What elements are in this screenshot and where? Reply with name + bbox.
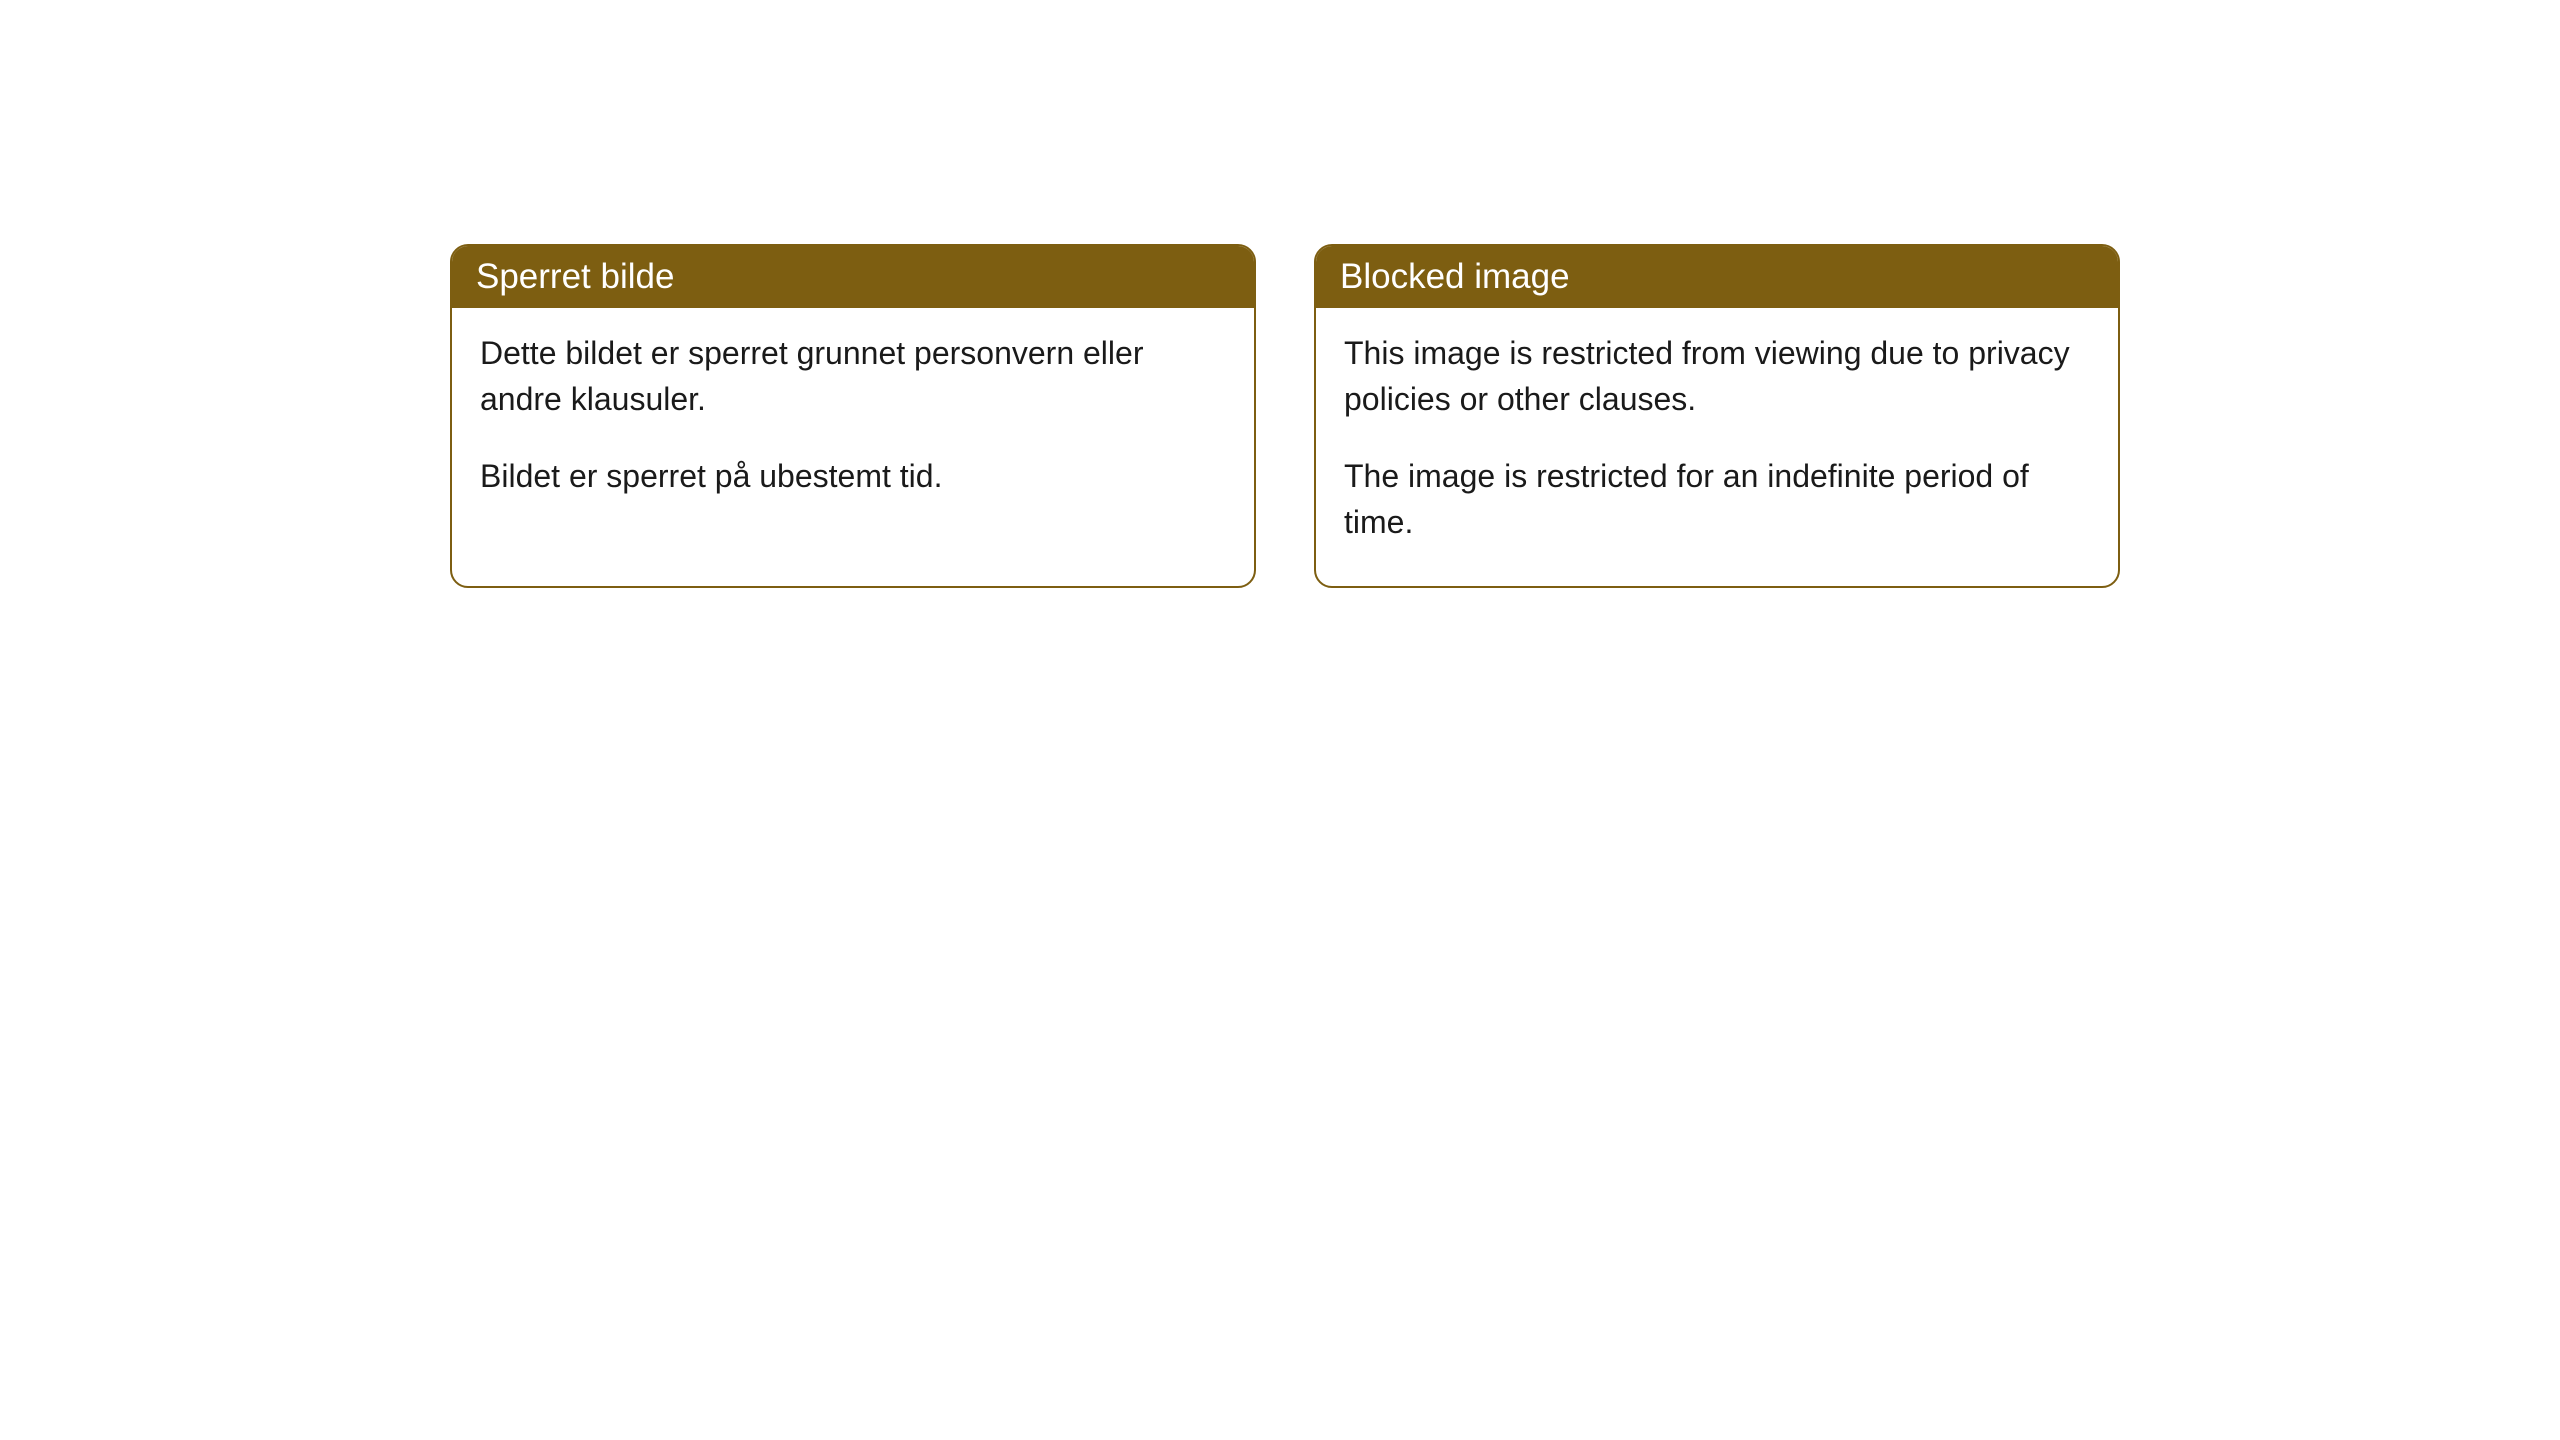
card-body-norwegian: Dette bildet er sperret grunnet personve… <box>452 308 1254 539</box>
card-header-norwegian: Sperret bilde <box>452 246 1254 308</box>
card-header-english: Blocked image <box>1316 246 2118 308</box>
card-text-norwegian-2: Bildet er sperret på ubestemt tid. <box>480 453 1226 499</box>
card-text-english-2: The image is restricted for an indefinit… <box>1344 453 2090 546</box>
card-title-english: Blocked image <box>1340 257 1570 296</box>
blocked-image-card-english: Blocked image This image is restricted f… <box>1314 244 2120 588</box>
card-body-english: This image is restricted from viewing du… <box>1316 308 2118 586</box>
card-title-norwegian: Sperret bilde <box>476 257 674 296</box>
card-text-english-1: This image is restricted from viewing du… <box>1344 330 2090 423</box>
blocked-image-card-norwegian: Sperret bilde Dette bildet er sperret gr… <box>450 244 1256 588</box>
card-text-norwegian-1: Dette bildet er sperret grunnet personve… <box>480 330 1226 423</box>
notice-cards-container: Sperret bilde Dette bildet er sperret gr… <box>450 244 2560 588</box>
